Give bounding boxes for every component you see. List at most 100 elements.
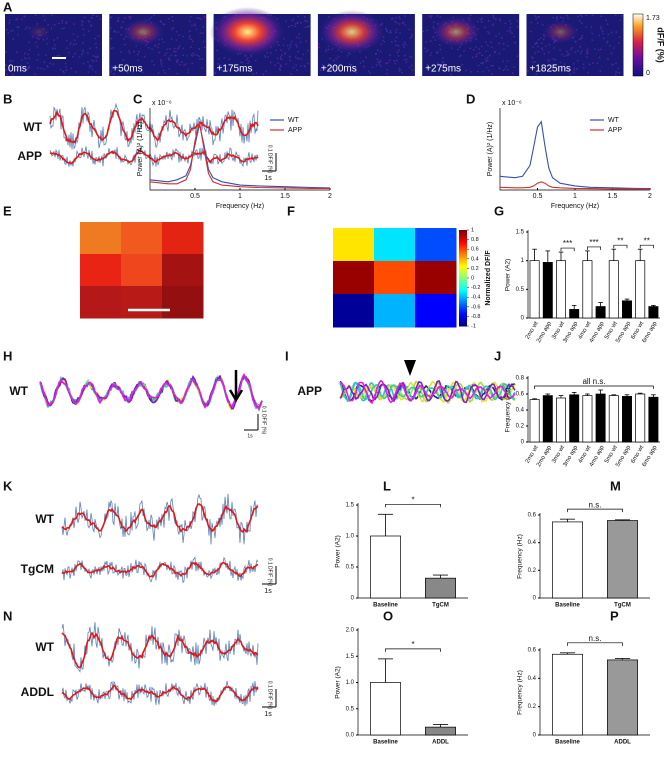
colorbar-step	[459, 232, 467, 235]
speckle	[403, 59, 406, 61]
significance-bracket	[560, 247, 575, 252]
speckle	[478, 48, 481, 50]
trace-smooth	[49, 149, 259, 165]
speckle	[299, 41, 302, 43]
speckle	[285, 63, 287, 65]
speckle	[588, 63, 591, 66]
grid-cell	[162, 286, 204, 319]
frame: +50ms	[109, 14, 207, 76]
speckle	[298, 37, 300, 39]
speckle	[561, 53, 563, 56]
speckle	[97, 35, 100, 37]
speckle	[43, 61, 46, 64]
speckle	[176, 61, 179, 63]
panel-label: B	[3, 91, 12, 106]
speckle	[488, 32, 490, 35]
speckle	[619, 19, 622, 21]
speckle	[89, 47, 91, 50]
speckle	[185, 63, 187, 65]
speckle	[377, 61, 380, 63]
speckle	[291, 40, 293, 43]
speckle	[401, 71, 403, 74]
speckle	[188, 37, 191, 39]
speckle	[76, 35, 79, 38]
speckle	[190, 54, 193, 56]
speckle	[96, 15, 98, 18]
y-axis-label: Frequency (Hz)	[505, 388, 512, 433]
speckle	[92, 55, 95, 57]
activity	[431, 16, 481, 48]
colorbar-tick-label: 0.8	[471, 237, 479, 243]
speckle	[580, 22, 583, 24]
speckle	[5, 51, 7, 53]
speckle	[114, 31, 116, 33]
speckle	[514, 41, 517, 44]
speckle	[128, 15, 130, 18]
speckle	[398, 70, 401, 72]
speckle	[82, 51, 84, 54]
speckle	[568, 53, 570, 56]
y-tick-label: 0.8	[516, 376, 525, 382]
bar	[595, 306, 606, 319]
colorbar-step	[459, 314, 467, 317]
panel-label: A	[3, 0, 13, 14]
bar	[608, 260, 619, 319]
speckle	[72, 55, 74, 58]
speckle	[122, 59, 125, 62]
speckle	[175, 54, 177, 57]
speckle	[532, 61, 534, 64]
speckle	[8, 22, 11, 24]
speckle	[586, 51, 589, 54]
bar	[622, 300, 632, 319]
trace-label: WT	[9, 384, 28, 398]
x-tick-label: 1	[238, 193, 242, 200]
speckle	[295, 64, 297, 67]
speckle	[294, 23, 297, 25]
panel-label: K	[3, 478, 13, 493]
colorbar-step	[459, 260, 467, 263]
speckle	[600, 48, 602, 51]
x-tick-label: Baseline	[555, 603, 580, 609]
speckle	[65, 22, 67, 25]
colorbar-step	[459, 290, 467, 293]
colorbar-step	[459, 278, 467, 281]
y-axis-label: Power (A2)	[335, 535, 342, 568]
speckle	[163, 23, 166, 26]
trace-smooth	[61, 503, 259, 534]
speckle	[94, 55, 97, 58]
speckle	[120, 27, 123, 29]
colorbar-step	[459, 268, 467, 271]
speckle	[161, 38, 163, 40]
speckle	[498, 18, 501, 21]
speckle	[27, 53, 29, 56]
speckle	[164, 54, 166, 57]
colorbar-label: Normalized DF/F	[485, 250, 492, 306]
speckle	[405, 61, 408, 64]
speckle	[359, 62, 362, 64]
speckle	[395, 31, 397, 34]
speckle	[88, 65, 91, 68]
speckle	[553, 59, 556, 61]
speckle	[441, 61, 444, 63]
speckle	[61, 22, 63, 24]
x-tick-label: 2	[328, 193, 332, 200]
bar	[635, 393, 646, 443]
speckle	[51, 14, 53, 16]
speckle	[28, 49, 31, 51]
speckle	[99, 18, 101, 21]
significance-label: *	[411, 495, 414, 504]
speckle	[436, 15, 439, 17]
speckle	[143, 55, 146, 58]
speckle	[288, 48, 290, 50]
speckle	[404, 24, 407, 26]
speckle	[567, 70, 569, 72]
speckle	[511, 32, 513, 35]
speckle	[284, 52, 286, 55]
speckle	[81, 21, 84, 23]
speckle	[389, 54, 391, 56]
significance-bracket	[567, 642, 623, 646]
colorbar-max: 1.73	[646, 15, 660, 22]
speckle	[376, 49, 379, 51]
heat-cell	[415, 261, 457, 295]
